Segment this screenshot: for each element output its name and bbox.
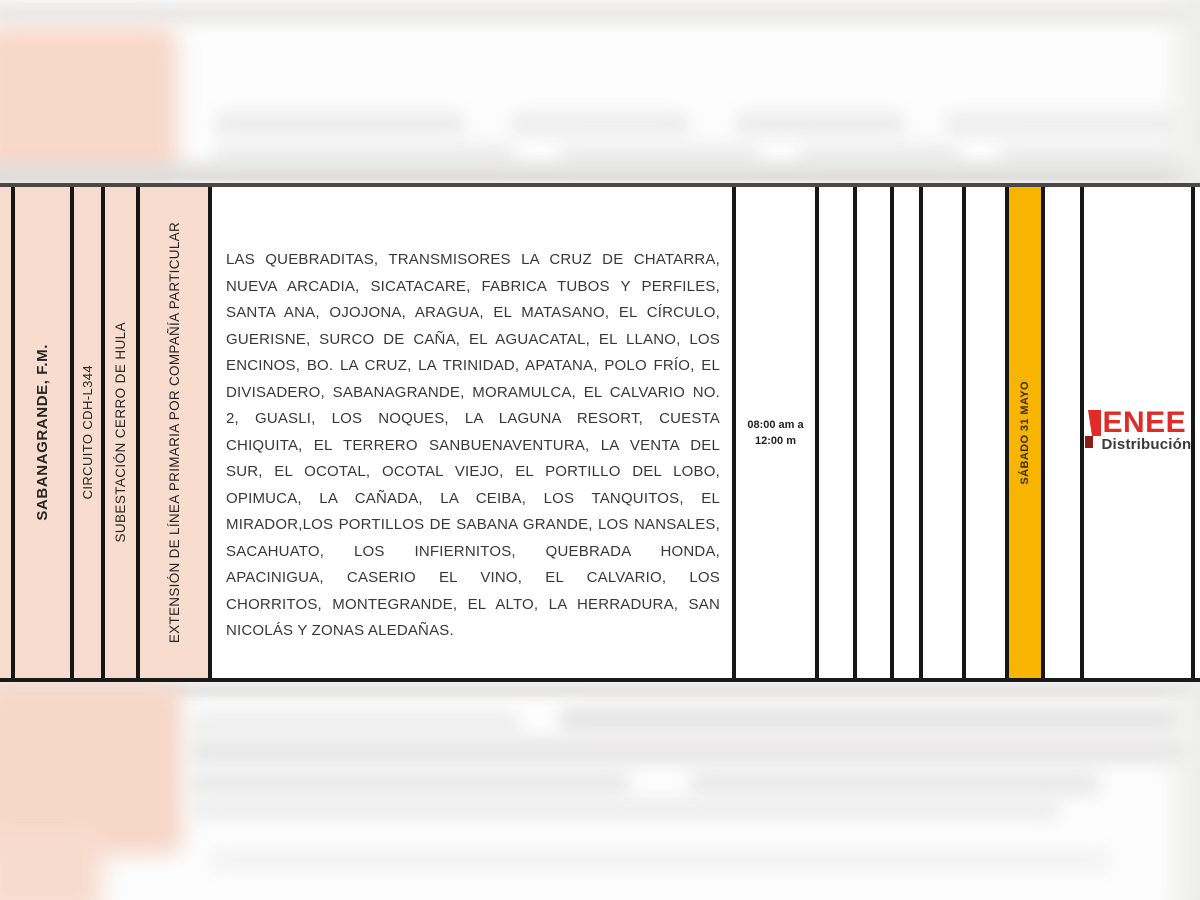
bg-blur-text: [215, 112, 465, 136]
affected-areas-text: LAS QUEBRADITAS, TRANSMISORES LA CRUZ DE…: [212, 187, 732, 645]
cell-logo: ENEE Distribución: [1080, 187, 1191, 678]
bg-blur-text: [190, 770, 630, 796]
enee-logo-subtitle: Distribución: [1101, 435, 1192, 453]
bg-blur-text: [690, 770, 1100, 796]
affected-area-line: OPIMUCA, LA CAÑADA, LA CEIBA, LOS TANQUI…: [226, 489, 720, 507]
affected-area-line: 2, GUASLI, LOS NOQUES, LA LAGUNA RESORT,…: [226, 410, 720, 427]
bg-blur-text: [560, 706, 1180, 734]
table-right-gap: [1191, 187, 1196, 678]
cell-circuit: CIRCUITO CDH-L344: [70, 187, 101, 678]
affected-area-line: GUERISNE, SURCO DE CAÑA, EL AGUACATAL, E…: [226, 330, 720, 348]
affected-area-line: NICOLÁS Y ZONAS ALEDAÑAS.: [226, 622, 454, 639]
cell-empty-2: [853, 187, 890, 678]
enee-logo-title: ENEE: [1102, 405, 1187, 439]
bg-blur-text: [510, 112, 690, 136]
bg-blur-text: [210, 850, 1110, 870]
bg-blur-smear-above-table: [0, 152, 1200, 182]
cell-empty-4: [919, 187, 962, 678]
affected-area-line: NUEVA ARCADIA, SICATACARE, FABRICA TUBOS…: [226, 277, 720, 295]
affected-area-line: APACINIGUA, CASERIO EL VINO, EL CALVARIO…: [226, 569, 720, 586]
affected-area-line: MIRADOR,LOS PORTILLOS DE SABANA GRANDE, …: [226, 516, 720, 533]
enee-flag-icon: [1084, 409, 1101, 448]
affected-area-line: SACAHUATO, LOS INFIERNITOS, QUEBRADA HON…: [226, 542, 720, 560]
circuit-label: CIRCUITO CDH-L344: [80, 365, 95, 500]
bg-blur-text: [190, 798, 1060, 820]
affected-area-line: CHIQUITA, EL TERRERO SANBUENAVENTURA, LA…: [226, 436, 720, 454]
cell-empty-5: [962, 187, 1005, 678]
cell-left-sliver: [0, 187, 11, 678]
affected-area-line: CHORRITOS, MONTEGRANDE, EL ALTO, LA HERR…: [226, 595, 720, 613]
location-label: SABANAGRANDE, F.M.: [34, 344, 51, 521]
substation-label: SUBESTACIÓN CERRO DE HULA: [113, 322, 128, 543]
affected-area-line: DIVISADERO, SABANAGRANDE, MORAMULCA, EL …: [226, 383, 720, 401]
cell-substation: SUBESTACIÓN CERRO DE HULA: [101, 187, 136, 678]
bg-blur-pink-bottom: [0, 820, 102, 900]
schedule-time-start: 08:00 am a: [747, 418, 804, 431]
bg-blur-text: [190, 738, 1190, 764]
bg-blur-smear-below-table: [0, 683, 1200, 697]
cell-location: SABANAGRANDE, F.M.: [11, 187, 70, 678]
cell-empty-3: [890, 187, 919, 678]
bg-blur-text: [190, 712, 520, 736]
cell-empty-6: [1041, 187, 1080, 678]
date-label: SÁBADO 31 MAYO: [1019, 380, 1031, 485]
cell-date: SÁBADO 31 MAYO: [1005, 187, 1041, 678]
work-type-label: EXTENSIÓN DE LÍNEA PRIMARIA POR COMPAÑÍA…: [166, 221, 182, 644]
affected-area-line: SUR, EL OCOTAL, OCOTAL VIEJO, EL PORTILL…: [226, 463, 720, 480]
bg-blur-text: [945, 112, 1180, 136]
affected-area-line: ENCINOS, BO. LA CRUZ, LA TRINIDAD, APATA…: [226, 357, 720, 374]
cell-schedule: 08:00 am a 12:00 m: [732, 187, 815, 678]
cell-empty-1: [815, 187, 853, 678]
enee-logo: ENEE Distribución: [1084, 405, 1192, 457]
affected-area-line: SANTA ANA, OJOJONA, ARAGUA, EL MATASANO,…: [226, 304, 720, 321]
cell-affected-areas: LAS QUEBRADITAS, TRANSMISORES LA CRUZ DE…: [208, 187, 732, 678]
schedule-time-end: 12:00 m: [755, 434, 796, 447]
affected-area-line: LAS QUEBRADITAS, TRANSMISORES LA CRUZ DE…: [226, 251, 720, 268]
bg-blur-text: [735, 112, 905, 136]
outage-table-row: SABANAGRANDE, F.M. CIRCUITO CDH-L344 SUB…: [0, 183, 1200, 682]
bg-blur-top-band: [0, 2, 1200, 24]
cell-work-type: EXTENSIÓN DE LÍNEA PRIMARIA POR COMPAÑÍA…: [136, 187, 208, 678]
